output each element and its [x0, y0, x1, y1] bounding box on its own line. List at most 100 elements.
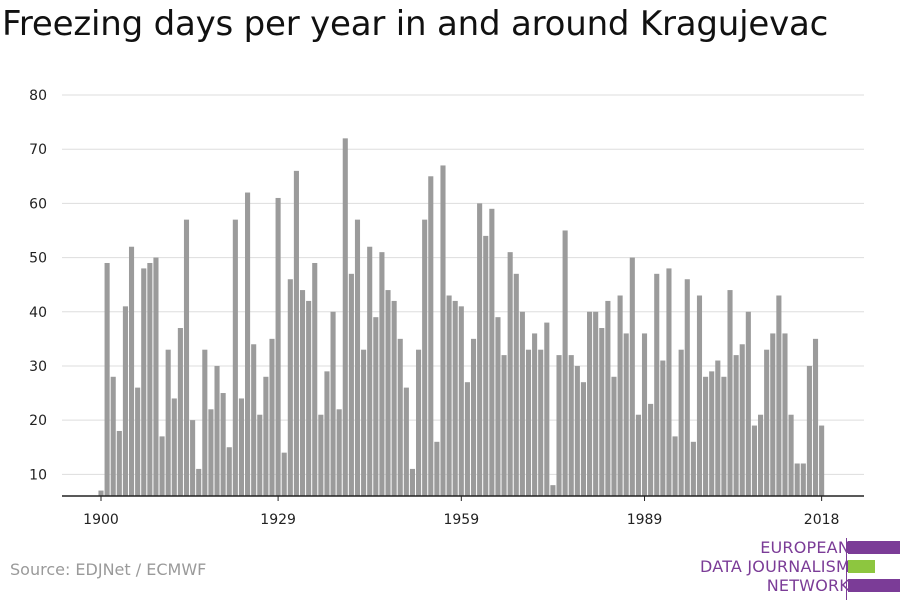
bar-1967[interactable]: [507, 252, 513, 496]
bar-1983[interactable]: [605, 300, 611, 496]
bar-1939[interactable]: [336, 409, 342, 496]
bar-1941[interactable]: [348, 273, 354, 496]
bar-1902[interactable]: [110, 376, 116, 496]
bar-1984[interactable]: [611, 376, 617, 496]
bar-2012[interactable]: [782, 333, 788, 496]
bar-2013[interactable]: [788, 414, 794, 496]
bar-1942[interactable]: [354, 219, 361, 496]
bar-1944[interactable]: [367, 246, 373, 496]
bar-1945[interactable]: [373, 317, 379, 496]
bar-1966[interactable]: [501, 355, 507, 496]
bar-2005[interactable]: [739, 344, 745, 496]
bar-1961[interactable]: [470, 338, 477, 496]
bar-1943[interactable]: [361, 349, 367, 496]
bar-1936[interactable]: [318, 414, 324, 496]
bar-1904[interactable]: [122, 306, 128, 496]
bar-1900[interactable]: [98, 490, 104, 496]
bar-1923[interactable]: [238, 398, 245, 496]
bar-1976[interactable]: [562, 230, 568, 496]
bar-1922[interactable]: [232, 219, 238, 496]
bar-1919[interactable]: [214, 365, 220, 496]
bar-1978[interactable]: [574, 365, 580, 496]
bar-1973[interactable]: [544, 322, 550, 496]
bar-1999[interactable]: [703, 376, 709, 496]
bar-2014[interactable]: [794, 463, 800, 496]
bar-1928[interactable]: [269, 338, 275, 496]
bar-1951[interactable]: [409, 468, 416, 496]
bar-2011[interactable]: [776, 295, 782, 497]
bar-1953[interactable]: [422, 219, 428, 496]
bar-1910[interactable]: [159, 436, 165, 496]
bar-1971[interactable]: [532, 333, 538, 496]
bar-1960[interactable]: [464, 382, 470, 496]
bar-1948[interactable]: [391, 300, 397, 496]
bar-1933[interactable]: [299, 290, 306, 496]
bar-1911[interactable]: [165, 349, 171, 496]
bar-1989[interactable]: [641, 333, 648, 496]
bar-1995[interactable]: [678, 349, 684, 496]
bar-1930[interactable]: [281, 452, 287, 496]
bar-1937[interactable]: [324, 371, 330, 496]
bar-2017[interactable]: [812, 338, 819, 496]
bar-1963[interactable]: [483, 235, 489, 496]
bar-2004[interactable]: [733, 355, 739, 496]
bar-1947[interactable]: [385, 290, 391, 496]
bar-2001[interactable]: [715, 360, 721, 496]
bar-1921[interactable]: [226, 447, 232, 496]
bar-1952[interactable]: [416, 349, 422, 496]
bar-1917[interactable]: [202, 349, 208, 496]
bar-1986[interactable]: [623, 333, 629, 496]
bar-2007[interactable]: [751, 425, 757, 496]
bar-1965[interactable]: [495, 317, 501, 496]
bar-1913[interactable]: [177, 328, 183, 496]
bar-1955[interactable]: [434, 441, 440, 496]
bar-1907[interactable]: [141, 268, 147, 496]
bar-2009[interactable]: [764, 349, 770, 496]
bar-1901[interactable]: [104, 262, 110, 496]
bar-1957[interactable]: [446, 295, 452, 497]
bar-1932[interactable]: [293, 170, 299, 497]
bar-1980[interactable]: [587, 311, 593, 496]
bar-1920[interactable]: [220, 393, 226, 496]
bar-1912[interactable]: [171, 398, 177, 496]
bar-1962[interactable]: [477, 203, 483, 496]
bar-1981[interactable]: [593, 311, 599, 496]
bar-1974[interactable]: [550, 485, 556, 496]
bar-1903[interactable]: [116, 430, 122, 496]
bar-1946[interactable]: [379, 252, 385, 496]
bar-1914[interactable]: [183, 219, 190, 496]
bar-1905[interactable]: [128, 246, 135, 496]
bar-1968[interactable]: [513, 273, 519, 496]
bar-1931[interactable]: [287, 279, 293, 496]
bar-1916[interactable]: [196, 468, 202, 496]
bar-1915[interactable]: [190, 420, 196, 496]
bar-1918[interactable]: [208, 409, 214, 496]
bar-1929[interactable]: [275, 197, 281, 496]
bar-1956[interactable]: [440, 165, 446, 496]
bar-1994[interactable]: [672, 436, 678, 496]
bar-1906[interactable]: [135, 387, 141, 496]
bar-1925[interactable]: [251, 344, 257, 496]
bar-1979[interactable]: [580, 382, 586, 496]
bar-2010[interactable]: [770, 333, 776, 496]
edjnet-logo[interactable]: EUROPEAN DATA JOURNALISM NETWORK: [660, 538, 900, 600]
bar-1970[interactable]: [525, 349, 532, 496]
bar-1934[interactable]: [306, 300, 312, 496]
bar-1996[interactable]: [684, 279, 690, 496]
bar-1969[interactable]: [519, 311, 525, 496]
bar-1927[interactable]: [263, 376, 269, 496]
bar-1990[interactable]: [648, 403, 654, 496]
bar-1991[interactable]: [654, 273, 660, 496]
bar-1985[interactable]: [617, 295, 623, 497]
bar-1909[interactable]: [153, 257, 159, 496]
bar-1938[interactable]: [330, 311, 336, 496]
bar-1964[interactable]: [489, 208, 495, 497]
bar-1975[interactable]: [556, 355, 562, 496]
bar-2016[interactable]: [806, 365, 812, 496]
bar-1987[interactable]: [629, 257, 635, 496]
bar-1997[interactable]: [690, 441, 696, 496]
bar-1935[interactable]: [312, 262, 318, 496]
bar-1977[interactable]: [568, 355, 574, 496]
bar-1988[interactable]: [635, 414, 641, 496]
bar-2018[interactable]: [819, 425, 825, 496]
